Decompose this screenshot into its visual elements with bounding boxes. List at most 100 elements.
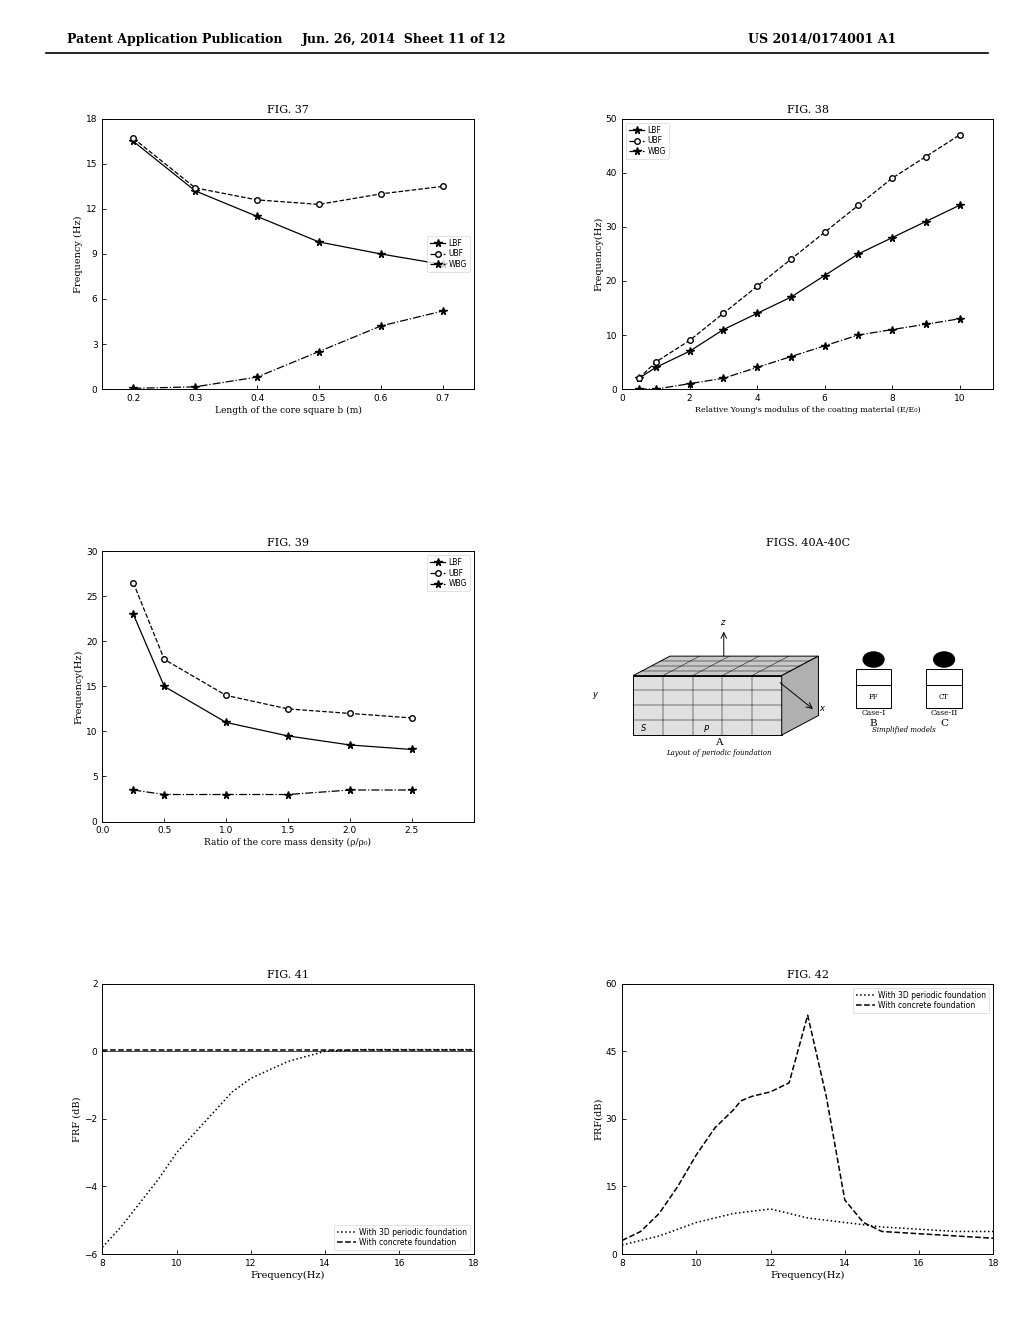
X-axis label: Length of the core square b (m): Length of the core square b (m) — [215, 405, 361, 414]
X-axis label: Relative Young's modulus of the coating material (E/E₀): Relative Young's modulus of the coating … — [695, 405, 921, 413]
With concrete foundation — [839, 1192, 851, 1208]
Bar — [927, 685, 962, 708]
WBG — [406, 781, 418, 797]
LBF — [189, 183, 202, 199]
UBF — [633, 371, 645, 387]
With 3D periodic foundation — [653, 1228, 666, 1243]
Text: x: x — [819, 704, 824, 713]
Title: FIG. 37: FIG. 37 — [267, 106, 309, 115]
With concrete foundation — [672, 1179, 684, 1195]
With 3D periodic foundation — [876, 1220, 888, 1236]
Y-axis label: Frequency (Hz): Frequency (Hz) — [74, 215, 83, 293]
With 3D periodic foundation — [152, 1172, 164, 1188]
With concrete foundation — [615, 1233, 628, 1249]
Bar — [927, 669, 962, 685]
With 3D periodic foundation — [245, 1071, 257, 1086]
Polygon shape — [781, 656, 818, 735]
LBF — [717, 322, 729, 338]
With 3D periodic foundation — [170, 1144, 183, 1160]
Bar — [856, 685, 891, 708]
WBG — [251, 370, 263, 385]
UBF — [282, 701, 294, 717]
UBF — [406, 710, 418, 726]
Y-axis label: FRF(dB): FRF(dB) — [594, 1098, 603, 1140]
Circle shape — [934, 652, 954, 667]
With 3D periodic foundation — [802, 1210, 814, 1226]
WBG — [649, 381, 662, 397]
Line: LBF: LBF — [129, 137, 446, 268]
WBG — [633, 381, 645, 397]
With concrete foundation — [913, 1226, 926, 1242]
WBG — [127, 781, 139, 797]
Title: FIG. 39: FIG. 39 — [267, 537, 309, 548]
With concrete foundation — [802, 1007, 814, 1023]
UBF — [886, 170, 898, 186]
LBF — [312, 234, 325, 249]
Text: FF: FF — [868, 693, 879, 701]
With concrete foundation — [734, 1093, 746, 1109]
LBF — [127, 606, 139, 622]
Title: FIG. 41: FIG. 41 — [267, 970, 309, 981]
WBG — [375, 318, 387, 334]
Legend: With 3D periodic foundation, With concrete foundation: With 3D periodic foundation, With concre… — [334, 1225, 470, 1250]
With concrete foundation — [783, 1074, 796, 1090]
UBF — [953, 127, 966, 143]
Text: B: B — [869, 718, 878, 727]
With concrete foundation — [653, 1205, 666, 1221]
WBG — [344, 781, 356, 797]
With concrete foundation — [764, 1084, 776, 1100]
X-axis label: Frequency(Hz): Frequency(Hz) — [770, 1271, 845, 1280]
WBG — [717, 371, 729, 387]
Y-axis label: Frequency(Hz): Frequency(Hz) — [594, 216, 603, 292]
LBF — [375, 246, 387, 261]
With concrete foundation — [987, 1230, 999, 1246]
With concrete foundation — [876, 1224, 888, 1239]
WBG — [920, 317, 932, 333]
Text: US 2014/0174001 A1: US 2014/0174001 A1 — [748, 33, 896, 46]
UBF — [751, 279, 763, 294]
WBG — [282, 787, 294, 803]
LBF — [220, 714, 232, 730]
Y-axis label: FRF (dB): FRF (dB) — [73, 1096, 82, 1142]
WBG — [751, 359, 763, 375]
UBF — [683, 333, 695, 348]
LBF — [251, 209, 263, 224]
Line: With 3D periodic foundation: With 3D periodic foundation — [102, 1049, 473, 1247]
With 3D periodic foundation — [987, 1224, 999, 1239]
With 3D periodic foundation — [115, 1220, 127, 1236]
Legend: LBF, UBF, WBG: LBF, UBF, WBG — [427, 236, 470, 272]
UBF — [784, 251, 797, 267]
UBF — [127, 576, 139, 591]
With concrete foundation — [96, 1041, 109, 1057]
WBG — [127, 380, 139, 396]
LBF — [953, 198, 966, 214]
UBF — [717, 305, 729, 321]
Legend: With 3D periodic foundation, With concrete foundation: With 3D periodic foundation, With concre… — [853, 987, 989, 1014]
Polygon shape — [633, 656, 818, 676]
With concrete foundation — [820, 1089, 833, 1105]
UBF — [375, 186, 387, 202]
Legend: LBF, UBF, WBG: LBF, UBF, WBG — [427, 556, 470, 591]
UBF — [220, 688, 232, 704]
LBF — [852, 246, 864, 261]
With concrete foundation — [245, 1041, 257, 1057]
With concrete foundation — [170, 1041, 183, 1057]
Line: LBF: LBF — [129, 611, 416, 754]
Line: UBF: UBF — [130, 136, 445, 207]
Text: y: y — [592, 690, 597, 700]
Line: WBG: WBG — [129, 787, 416, 799]
LBF — [683, 343, 695, 359]
WBG — [886, 322, 898, 338]
With 3D periodic foundation — [430, 1041, 442, 1057]
LBF — [920, 214, 932, 230]
LBF — [127, 133, 139, 149]
UBF — [312, 197, 325, 213]
UBF — [251, 191, 263, 207]
With concrete foundation — [745, 1089, 758, 1105]
UBF — [344, 705, 356, 721]
Line: WBG: WBG — [635, 315, 964, 393]
Circle shape — [863, 652, 884, 667]
LBF — [886, 230, 898, 246]
WBG — [436, 304, 449, 319]
With 3D periodic foundation — [226, 1084, 239, 1100]
